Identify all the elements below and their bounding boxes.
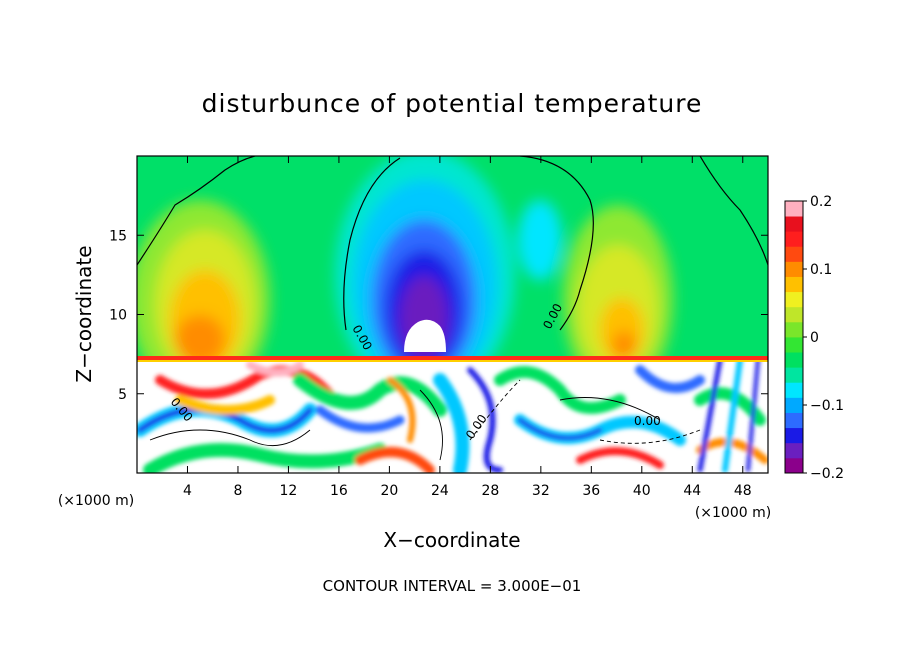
y-tick-label: 15 [109, 228, 127, 244]
colorbar-swatch [785, 382, 803, 398]
x-tick-label: 4 [183, 483, 192, 499]
contour-line-upper-center [343, 156, 594, 331]
lower-field [137, 358, 768, 473]
colorbar-tick-label: 0.1 [810, 262, 832, 278]
colorbar-swatch [785, 457, 803, 474]
colorbar-swatch [785, 306, 803, 323]
x-tick-label: 36 [582, 483, 600, 499]
x-tick-label: 44 [683, 483, 701, 499]
contour-interval-note: CONTOUR INTERVAL = 3.000E−01 [323, 577, 582, 595]
colorbar-swatch [785, 291, 803, 308]
white-core-patch [404, 319, 446, 352]
contour-line-upper-right [699, 156, 768, 266]
x-tick-label: 8 [233, 483, 242, 499]
contour-line-upper-left [137, 156, 256, 266]
colorbar-swatch [785, 276, 803, 293]
y-tick-label: 10 [109, 308, 127, 324]
x-tick-label: 12 [280, 483, 298, 499]
colorbar-swatch [785, 367, 803, 383]
colorbar-tick-label: 0.2 [810, 194, 832, 210]
colorbar-swatch [785, 216, 803, 232]
x-unit-label-right: (×1000 m) [695, 505, 771, 521]
plot-area: 0.00 0.00 0.00 0.00 0.00 [136, 155, 769, 474]
x-axis-title: X−coordinate [383, 528, 520, 552]
contour-line-lower-d [469, 379, 521, 441]
colorbar-swatch [785, 201, 803, 217]
colorbar-swatch [785, 337, 803, 353]
chart-title: disturbunce of potential temperature [202, 89, 703, 118]
x-tick-label: 16 [330, 483, 348, 499]
contour-label: 0.00 [634, 414, 661, 428]
y-tick-label: 5 [118, 387, 127, 403]
colorbar-tick-label: −0.1 [810, 398, 844, 414]
x-tick-label: 32 [532, 483, 550, 499]
colorbar-swatch [785, 442, 803, 459]
colorbar-swatch [785, 397, 803, 413]
contour-line-lower-e [599, 429, 701, 444]
x-tick-label: 20 [380, 483, 398, 499]
colorbar-swatch [785, 246, 803, 262]
contour-line-lower-c [559, 397, 661, 421]
colorbar-swatch [785, 231, 803, 247]
colorbar: 0.2 0.1 0 −0.1 −0.2 [784, 194, 844, 482]
x-tick-label: 28 [481, 483, 499, 499]
contour-line-lower-b [419, 389, 443, 461]
x-tick-label: 24 [431, 483, 449, 499]
x-tick-label: 48 [734, 483, 752, 499]
x-tick-label: 40 [633, 483, 651, 499]
colorbar-tick-label: 0 [810, 330, 819, 346]
y-axis: 5 10 15 [109, 228, 768, 403]
colorbar-swatch [785, 261, 803, 277]
y-axis-title: Z−coordinate [72, 245, 96, 382]
colorbar-swatch [785, 412, 803, 429]
colorbar-swatch [785, 427, 803, 444]
interface-band [137, 356, 768, 360]
x-unit-label-left: (×1000 m) [58, 493, 134, 509]
contour-line-lower-a [149, 429, 311, 447]
colorbar-swatch [785, 321, 803, 338]
colorbar-swatch [785, 352, 803, 368]
colorbar-tick-label: −0.2 [810, 466, 844, 482]
x-axis: 4 8 12 16 20 24 28 32 36 40 44 48 [183, 156, 752, 499]
